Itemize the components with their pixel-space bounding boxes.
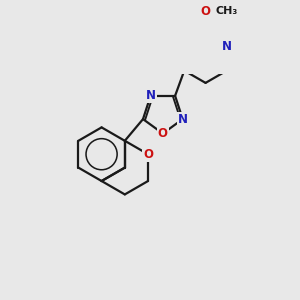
Text: N: N [222, 40, 232, 52]
Text: O: O [201, 5, 211, 18]
Text: O: O [158, 127, 168, 140]
Text: CH₃: CH₃ [215, 6, 238, 16]
Text: N: N [178, 112, 188, 126]
Text: N: N [146, 89, 156, 102]
Text: O: O [143, 148, 153, 161]
